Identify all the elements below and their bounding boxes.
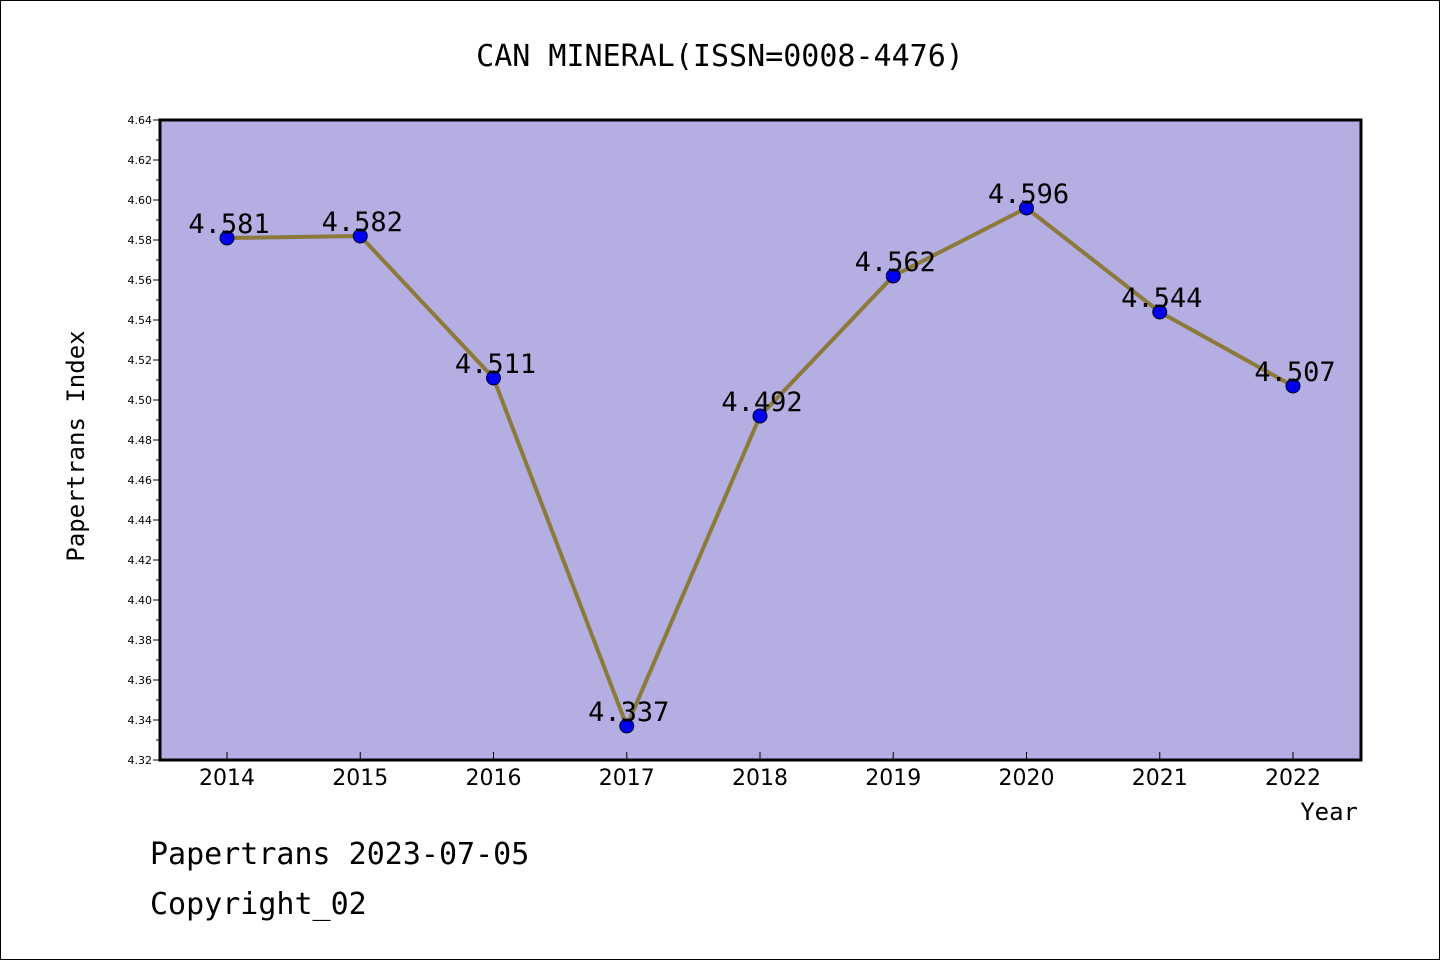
data-point xyxy=(619,718,635,734)
x-axis-label: Year xyxy=(1300,798,1358,826)
y-tick-label: 4.64 xyxy=(128,114,153,127)
data-point xyxy=(1152,304,1168,320)
data-label: 4.337 xyxy=(588,697,669,728)
y-tick-label: 4.44 xyxy=(128,514,153,527)
plot-area xyxy=(158,118,1363,762)
y-axis-label: Papertrans Index xyxy=(62,330,90,561)
x-tick-label: 2019 xyxy=(865,766,921,791)
data-point xyxy=(486,370,501,386)
x-tick-label: 2022 xyxy=(1265,766,1321,791)
data-point xyxy=(219,230,235,246)
y-tick-label: 4.46 xyxy=(128,474,153,487)
x-tick-label: 2018 xyxy=(732,766,788,791)
data-label: 4.492 xyxy=(721,387,802,418)
x-tick-label: 2017 xyxy=(599,766,655,791)
y-tick-label: 4.62 xyxy=(128,154,153,167)
series-line xyxy=(219,200,1301,734)
data-point xyxy=(1019,200,1034,216)
y-tick-label: 4.42 xyxy=(128,554,153,567)
data-label: 4.582 xyxy=(322,207,403,238)
data-point xyxy=(885,268,901,284)
y-tick-label: 4.40 xyxy=(128,594,153,607)
data-label: 4.596 xyxy=(988,179,1069,210)
x-axis: 2014 2015 2016 2017 2018 2019 2020 2021 2022 xyxy=(199,752,1321,791)
x-tick-label: 2015 xyxy=(332,766,388,791)
x-tick-label: 2020 xyxy=(999,766,1055,791)
y-tick-label: 4.52 xyxy=(128,354,153,367)
data-label: 4.581 xyxy=(188,209,269,240)
y-tick-label: 4.54 xyxy=(128,314,153,327)
x-tick-label: 2021 xyxy=(1132,766,1188,791)
x-tick-label: 2016 xyxy=(466,766,522,791)
data-label: 4.544 xyxy=(1121,283,1202,314)
y-tick-label: 4.56 xyxy=(128,274,153,287)
y-tick-label: 4.60 xyxy=(128,194,153,207)
y-tick-label: 4.36 xyxy=(128,674,153,687)
y-tick-label: 4.50 xyxy=(128,394,153,407)
y-tick-label: 4.32 xyxy=(128,754,153,767)
y-tick-label: 4.34 xyxy=(128,714,153,727)
data-point xyxy=(1285,378,1301,394)
data-label: 4.562 xyxy=(855,247,936,278)
footer-date: Papertrans 2023-07-05 xyxy=(150,837,529,872)
data-label: 4.507 xyxy=(1254,357,1335,388)
y-tick-label: 4.38 xyxy=(128,634,153,647)
y-axis: 4.32 4.34 4.36 4.38 4.40 4.42 4.44 4.46 4.48 4.50… xyxy=(128,114,160,767)
data-label: 4.511 xyxy=(455,349,536,380)
data-labels: 4.581 4.582 4.511 4.337 4.492 4.562 4.596 4.544… xyxy=(188,179,1335,728)
footer-copyright: Copyright_02 xyxy=(150,887,367,922)
y-tick-label: 4.58 xyxy=(128,234,153,247)
chart-title: CAN MINERAL(ISSN=0008-4476) xyxy=(476,39,964,74)
data-point xyxy=(752,408,768,424)
x-tick-label: 2014 xyxy=(199,766,255,791)
y-tick-label: 4.48 xyxy=(128,434,153,447)
data-point xyxy=(352,228,368,244)
